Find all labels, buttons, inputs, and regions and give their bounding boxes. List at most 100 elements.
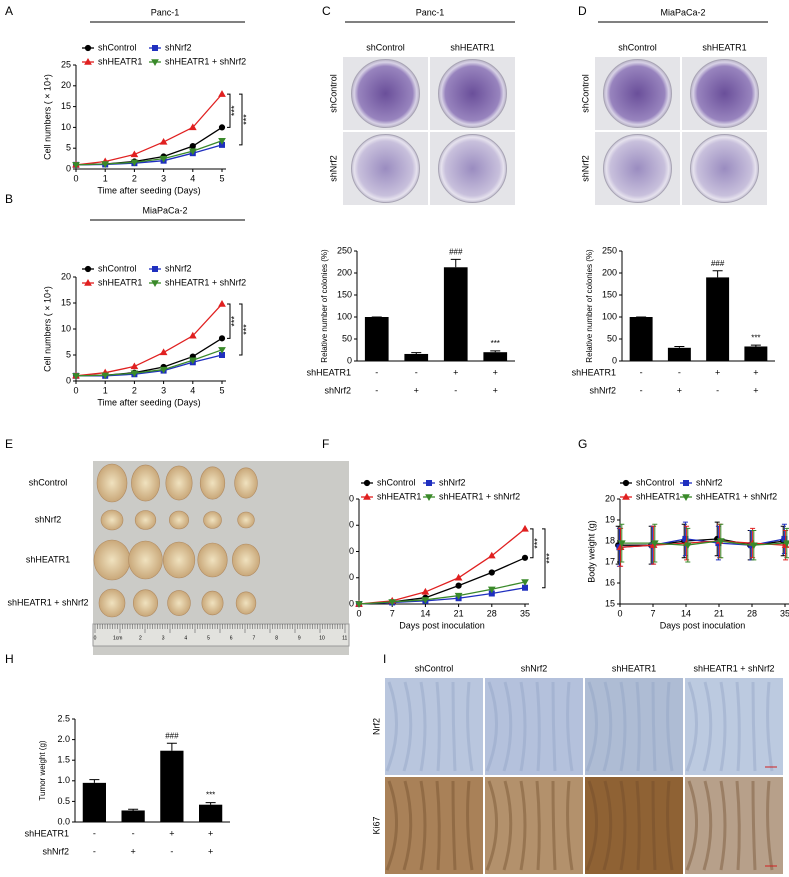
marker (188, 148, 197, 156)
marker (218, 124, 226, 131)
x-tick-label: 0 (73, 173, 78, 183)
y-tick-label: 100 (337, 311, 352, 321)
y-tick-label: 150 (602, 289, 617, 299)
error-bar (490, 350, 501, 353)
ruler-label: 9 (298, 635, 301, 641)
y-axis-label: Cell numbers ( × 10⁴) (42, 74, 52, 160)
ruler-label: 10 (319, 635, 325, 641)
condition-sign: - (132, 828, 135, 838)
ruler-label: 0 (94, 635, 97, 641)
marker (72, 373, 80, 380)
x-tick-label: 5 (219, 385, 224, 395)
marker (487, 586, 496, 594)
row-label: shControl (29, 477, 68, 487)
error-bar (674, 345, 685, 348)
y-tick-label: 0 (612, 355, 617, 365)
bar (121, 810, 145, 822)
column-label: shControl (366, 42, 405, 52)
x-axis-label: Days post inoculation (660, 620, 746, 630)
bar (706, 277, 730, 361)
tissue-streak (635, 780, 641, 871)
tissue-streak (619, 681, 627, 772)
tissue-streak (485, 780, 498, 871)
tissue-streak (666, 780, 674, 871)
y-tick-label: 20 (605, 493, 615, 503)
bar (667, 347, 691, 361)
y-tick-label: 20 (61, 80, 71, 90)
marker (130, 159, 139, 167)
x-tick-label: 7 (390, 608, 395, 618)
series-line (75, 349, 223, 377)
marker (355, 601, 363, 609)
y-tick-label: 15 (61, 101, 71, 111)
bar (483, 352, 508, 361)
y-tick-label: 150 (337, 289, 352, 299)
significance-label: ### (165, 731, 179, 740)
marker (159, 348, 168, 356)
marker (152, 266, 158, 272)
panel-title: Panc-1 (416, 7, 445, 17)
panel-letter: A (5, 4, 13, 18)
x-tick-label: 3 (161, 173, 166, 183)
panel-letter: G (578, 437, 587, 451)
bar (744, 346, 768, 361)
tumor (162, 541, 196, 579)
bar (82, 782, 106, 822)
series-line (620, 540, 786, 546)
condition-sign: + (493, 385, 498, 395)
legend-label: shHEATR1 + shNrf2 (165, 277, 246, 287)
condition-sign: - (640, 385, 643, 395)
condition-sign: + (414, 385, 419, 395)
row-label: Ki67 (371, 816, 381, 834)
column-label: shNrf2 (521, 663, 548, 673)
y-axis-label: Cell numbers ( × 10⁴) (42, 286, 52, 372)
tissue-streak (751, 681, 757, 772)
legend-label: shHEATR1 + shNrf2 (165, 56, 246, 66)
y-axis-label: Relative number of colonies (%) (585, 249, 594, 363)
tissue-streak (502, 681, 513, 772)
marker (622, 492, 630, 500)
tumor (232, 543, 260, 577)
tissue-streak (485, 681, 498, 772)
legend-label: shHEATR1 (377, 491, 421, 501)
significance-label: *** (241, 114, 251, 125)
error-bar (712, 270, 723, 278)
row-label: Nrf2 (371, 718, 381, 735)
column-label: shControl (618, 42, 657, 52)
row-label: shNrf2 (580, 155, 590, 182)
marker (218, 90, 226, 97)
tumor (234, 467, 258, 499)
y-tick-label: 0 (347, 355, 352, 365)
tissue-streak (535, 681, 541, 772)
tissue-streak (602, 681, 613, 772)
marker (363, 479, 371, 487)
panel-letter: H (5, 652, 14, 666)
condition-sign: + (208, 846, 213, 856)
y-tick-label: 17 (605, 556, 615, 566)
ihc-image (585, 777, 683, 874)
condition-sign: + (715, 367, 720, 377)
x-tick-label: 35 (520, 608, 530, 618)
tissue-streak (619, 780, 627, 871)
tissue-streak (435, 780, 441, 871)
marker (488, 569, 495, 576)
row-label: shControl (580, 74, 590, 113)
error-bar (750, 344, 761, 347)
y-tick-label: 0 (349, 598, 354, 608)
legend-label: shNrf2 (165, 263, 192, 273)
ruler-label: 7 (253, 635, 256, 641)
tissue-streak (585, 780, 598, 871)
tumor (132, 589, 159, 617)
plate (690, 134, 759, 203)
plate (351, 134, 420, 203)
significance-label: *** (491, 339, 500, 348)
x-tick-label: 5 (219, 173, 224, 183)
marker (84, 278, 92, 286)
tumor (134, 510, 157, 530)
tumor (197, 542, 228, 578)
y-tick-label: 50 (342, 333, 352, 343)
y-tick-label: 0 (66, 375, 71, 385)
row-label: shControl (328, 74, 338, 113)
